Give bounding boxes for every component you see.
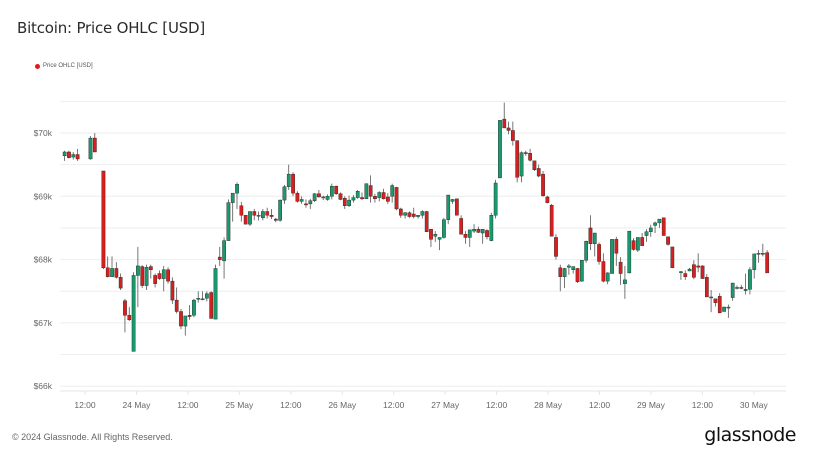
y-tick-label: $70k (34, 128, 53, 138)
chart-legend[interactable]: Price OHLC [USD] (35, 63, 93, 69)
x-tick-label: 12:00 (692, 400, 714, 410)
x-tick-label: 28 May (534, 400, 563, 410)
x-tick-label: 26 May (328, 400, 357, 410)
x-tick-label: 27 May (431, 400, 460, 410)
chart-title: Bitcoin: Price OHLC [USD] (17, 19, 206, 37)
y-tick-label: $68k (34, 255, 53, 265)
copyright-text: © 2024 Glassnode. All Rights Reserved. (12, 432, 173, 442)
y-tick-label: $67k (34, 318, 53, 328)
candles (62, 102, 770, 352)
x-tick-label: 12:00 (177, 400, 199, 410)
x-axis: 12:00 24 May 12:00 25 May 12:00 26 May 12:00 27… (60, 390, 786, 410)
grid-lines (60, 100, 786, 387)
x-tick-label: 12:00 (383, 400, 405, 410)
x-tick-label: 12:00 (74, 400, 96, 410)
x-tick-label: 24 May (123, 400, 152, 410)
x-tick-label: 12:00 (486, 400, 508, 410)
glassnode-logo[interactable]: glassnode (704, 424, 796, 446)
x-tick-label: 12:00 (589, 400, 611, 410)
y-axis: $66k $67k $68k $69k $70k (34, 128, 53, 391)
x-tick-label: 25 May (225, 400, 254, 410)
legend-label: Price OHLC [USD] (43, 63, 93, 69)
x-tick-label: 29 May (637, 400, 666, 410)
y-tick-label: $69k (34, 191, 53, 201)
x-tick-label: 12:00 (280, 400, 302, 410)
y-tick-label: $66k (34, 381, 53, 391)
x-tick-label: 30 May (740, 400, 769, 410)
legend-dot-icon (35, 63, 40, 69)
